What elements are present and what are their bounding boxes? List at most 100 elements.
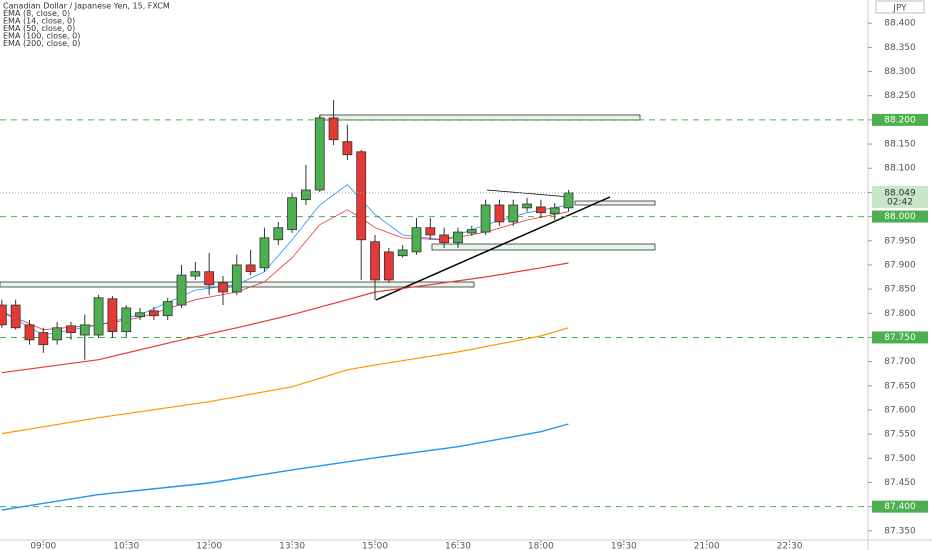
candle-body — [231, 264, 242, 293]
candle-body — [38, 332, 49, 346]
candle-body — [218, 282, 228, 293]
y-tick-label: 87.850 — [884, 285, 916, 295]
y-tick-label: 88.150 — [884, 140, 916, 150]
y-tick-label: 88.350 — [884, 43, 916, 53]
y-tick-label: 88.400 — [884, 19, 916, 29]
y-tick-label: 88.100 — [884, 164, 916, 174]
y-tick-label: 87.500 — [884, 454, 916, 464]
y-tick-label: 87.900 — [884, 260, 916, 270]
candle-body — [508, 204, 519, 223]
candle-body — [439, 234, 450, 244]
y-tick-label: 87.650 — [884, 381, 916, 391]
candle-body — [383, 251, 394, 281]
x-tick-label: 21:00 — [694, 542, 720, 550]
candle-body — [121, 307, 132, 333]
x-tick-label: 22:30 — [777, 542, 803, 550]
y-tick-label: 87.700 — [884, 357, 916, 367]
candle-body — [356, 151, 367, 241]
legend-entry: EMA (200, close, 0) — [3, 39, 80, 48]
candle-body — [397, 249, 408, 257]
y-tick-label: 88.250 — [884, 91, 916, 101]
candle-body — [24, 324, 35, 341]
candle-body — [66, 325, 76, 334]
level-label: 88.200 — [884, 115, 916, 125]
candle-body — [314, 117, 325, 191]
chart-title: Canadian Dollar / Japanese Yen, 15, FXCM — [3, 2, 170, 11]
y-tick-label: 87.450 — [884, 478, 916, 488]
candle-body — [522, 203, 532, 209]
candle-body — [342, 141, 353, 156]
candle-body — [176, 274, 187, 306]
candle-body — [204, 271, 215, 286]
candle-body — [107, 298, 118, 333]
candle-body — [411, 227, 422, 253]
x-tick-label: 15:00 — [362, 542, 388, 550]
ema-line — [1, 423, 569, 511]
trend-line — [375, 196, 611, 301]
currency: JPY — [892, 4, 907, 14]
y-tick-label: 87.600 — [884, 405, 916, 415]
candle-body — [466, 229, 477, 234]
candle-body — [328, 117, 339, 141]
candle-body — [370, 241, 380, 281]
candle-body — [148, 310, 159, 317]
legend-entry: EMA (14, close, 0) — [3, 17, 75, 26]
level-label: 87.400 — [884, 502, 916, 512]
legend-entry: EMA (100, close, 0) — [3, 32, 80, 41]
zone — [574, 200, 656, 206]
candle-body — [494, 204, 505, 223]
candle-body — [563, 192, 574, 209]
x-tick-label: 12:00 — [196, 542, 222, 550]
x-tick-label: 16:30 — [445, 542, 471, 550]
candle-body — [549, 207, 560, 215]
y-tick-label: 87.800 — [884, 309, 916, 319]
currency-box — [875, 0, 925, 14]
candle-body — [190, 271, 201, 277]
ema-line — [1, 262, 569, 374]
level-label: 87.750 — [884, 333, 916, 343]
last-price-label: 88.049 — [884, 188, 916, 198]
ema-line — [1, 327, 569, 435]
ema-lines — [1, 184, 569, 511]
candle-body — [480, 204, 491, 233]
y-tick-label: 87.350 — [884, 526, 916, 536]
candle-body — [245, 264, 256, 273]
level-label-box — [872, 210, 928, 223]
x-tick-label: 10:30 — [113, 542, 139, 550]
trend-line — [486, 189, 571, 198]
candle-body — [453, 231, 463, 244]
countdown: 02:42 — [887, 197, 913, 207]
y-tick-label: 88.300 — [884, 67, 916, 77]
candle-body — [259, 237, 270, 269]
y-tick-label: 87.950 — [884, 236, 916, 246]
level-label-box — [872, 500, 928, 513]
x-tick-label: 13:30 — [279, 542, 305, 550]
x-tick-label: 18:00 — [528, 542, 554, 550]
candle-body — [301, 189, 311, 201]
candle-body — [535, 206, 546, 214]
legend-entry: EMA (8, close, 0) — [3, 9, 70, 18]
level-label-box — [872, 331, 928, 344]
candle-body — [273, 227, 284, 241]
candle-body — [79, 324, 90, 336]
candle-body — [52, 327, 63, 341]
candle-body — [0, 304, 7, 326]
candle-body — [425, 227, 436, 236]
zone — [319, 114, 641, 121]
candle-body — [93, 297, 104, 336]
candle-body — [162, 301, 173, 317]
y-tick-label: 87.550 — [884, 430, 916, 440]
candle-body — [287, 197, 297, 231]
level-label-box — [872, 113, 928, 126]
candle-body — [135, 312, 145, 318]
x-tick-label: 19:30 — [611, 542, 637, 550]
level-label: 88.000 — [884, 212, 916, 222]
zone — [431, 243, 656, 251]
candle-body — [10, 304, 21, 329]
last-price-box — [872, 185, 928, 208]
x-tick-label: 09:00 — [30, 542, 56, 550]
candles — [0, 100, 574, 360]
legend-entry: EMA (50, close, 0) — [3, 24, 75, 33]
